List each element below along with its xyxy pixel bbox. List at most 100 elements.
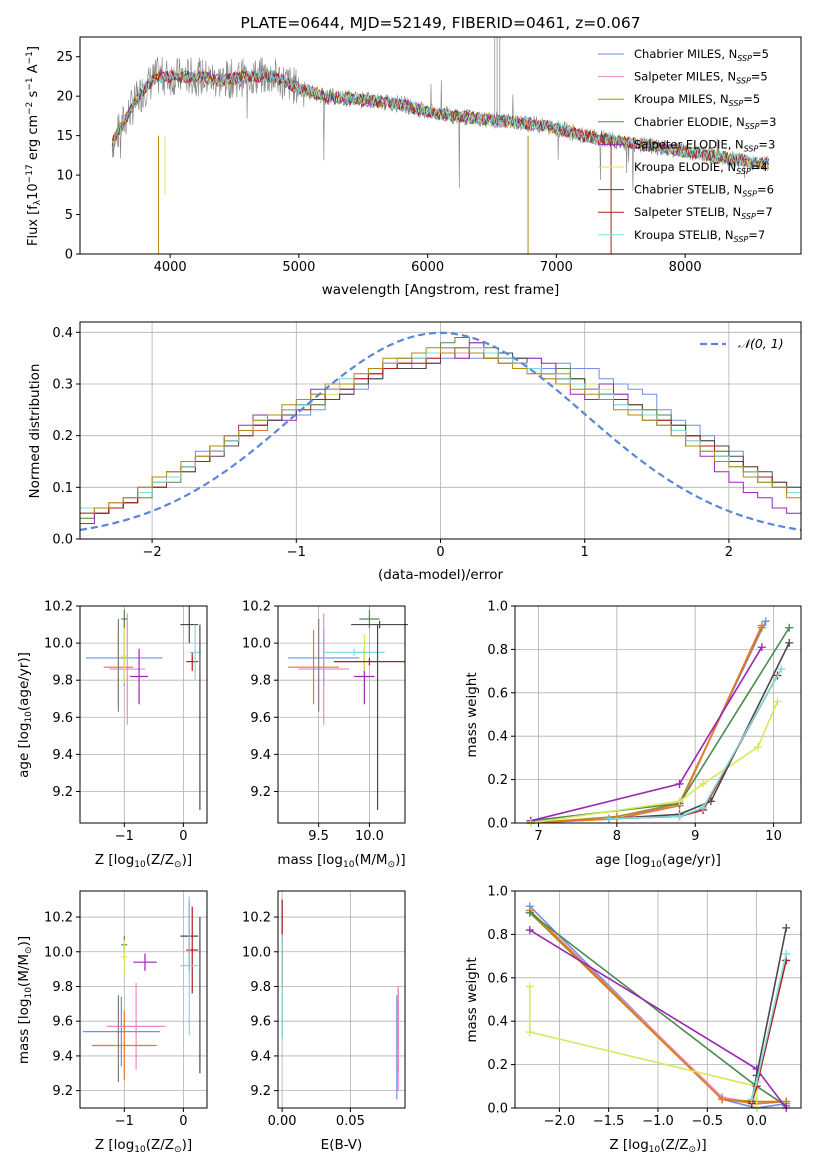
z-age-ylabel-sub: 10 xyxy=(24,711,34,723)
ebv-mass-ytick-label: 9.6 xyxy=(250,1015,271,1030)
weight-marker xyxy=(752,1077,761,1086)
z-weight-xtick-label: −1.5 xyxy=(593,1114,625,1129)
age-weight-ytick-label: 0.2 xyxy=(487,773,508,788)
z-age-xlabel-sub: 10 xyxy=(134,860,146,870)
spectrum-ytick-label: 0 xyxy=(65,248,73,263)
ebv-mass-xlabel: E(B-V) xyxy=(321,1137,363,1153)
z-age-xlabel: Z [log10(Z/Z⊙)] xyxy=(95,852,192,870)
legend-label: Salpeter ELODIE, N xyxy=(634,137,744,151)
z-mass-ylabel: mass [log10(M/M⊙)] xyxy=(16,936,34,1064)
legend-entry: Chabrier STELIB, NSSP=6 xyxy=(634,183,774,199)
legend-count: =7 xyxy=(756,205,773,219)
spectrum-xtick-label: 7000 xyxy=(540,260,573,275)
weight-line xyxy=(530,627,763,824)
z-age-xtick-label: −1 xyxy=(115,829,134,844)
z-mass-ytick-label: 9.6 xyxy=(52,1015,73,1030)
legend-entry: Kroupa STELIB, NSSP=7 xyxy=(634,228,765,244)
legend-sub: SSP xyxy=(734,235,749,244)
ebv-mass-ytick-label: 10.2 xyxy=(242,911,271,926)
residuals-ytick-label: 0.0 xyxy=(52,533,73,548)
weight-line xyxy=(608,642,790,820)
z-mass-frame xyxy=(79,890,208,1109)
z-age-ylabel-rest: (age/yr)] xyxy=(16,652,32,711)
z-weight-ytick-label: 0.4 xyxy=(487,1015,508,1030)
spectrum-frame xyxy=(79,36,802,255)
weight-marker xyxy=(773,697,782,706)
z-age-ytick-label: 9.8 xyxy=(52,674,73,689)
legend-label: Salpeter MILES, N xyxy=(634,70,736,84)
mass-age-xlabel-close: )] xyxy=(395,852,406,868)
mass-age-xlabel: mass [log10(M/M⊙)] xyxy=(277,852,405,870)
residuals-xlabel: (data-model)/error xyxy=(378,567,504,583)
residuals-xtick-label: −1 xyxy=(287,545,306,560)
legend-label: Chabrier STELIB, N xyxy=(634,183,742,197)
z-mass-ylabel-sun: ⊙ xyxy=(24,946,34,954)
z-mass-ytick-label: 10.2 xyxy=(44,911,73,926)
z-weight-xtick-label: −2.0 xyxy=(544,1114,576,1129)
residuals-xtick-label: 1 xyxy=(581,545,589,560)
spectrum-model-line xyxy=(111,69,770,168)
weight-line xyxy=(530,625,763,824)
residuals-ytick-label: 0.3 xyxy=(52,378,73,393)
ylabel-sup: −17 xyxy=(25,164,35,183)
mass-age-xlabel-sub: 10 xyxy=(343,860,355,870)
legend-count: =5 xyxy=(743,92,760,106)
z-weight-xlabel: Z [log10(Z/Z⊙)] xyxy=(609,1137,706,1155)
legend-entry: Kroupa ELODIE, NSSP=4 xyxy=(634,160,768,176)
spectrum-xtick-label: 8000 xyxy=(669,260,702,275)
residuals-ylabel: Normed distribution xyxy=(27,364,43,499)
z-age-frame xyxy=(79,605,208,824)
z-age-xlabel-main: Z [log xyxy=(95,852,134,868)
age-weight-xlabel-sub: 10 xyxy=(650,860,662,870)
z-mass-xlabel-sun: ⊙ xyxy=(174,1145,182,1155)
weight-marker xyxy=(747,1095,756,1104)
spectrum-xtick-label: 6000 xyxy=(411,260,444,275)
weight-marker xyxy=(785,623,794,632)
residual-histogram xyxy=(80,352,801,514)
legend-sub: SSP xyxy=(742,190,757,199)
ebv-mass-frame xyxy=(277,890,406,1109)
mass-age-frame xyxy=(277,605,406,824)
weight-marker xyxy=(699,803,708,812)
z-mass-ylabel-close: )] xyxy=(16,936,32,947)
residuals-ytick-label: 0.1 xyxy=(52,481,73,496)
legend-count: =6 xyxy=(757,183,774,197)
weight-line xyxy=(608,668,783,820)
z-age-xtick-label: 0 xyxy=(179,829,187,844)
weight-line xyxy=(529,909,787,1105)
z-mass-xtick-label: −1 xyxy=(115,1114,134,1129)
age-weight-ytick-label: 0.4 xyxy=(487,730,508,745)
weight-marker xyxy=(757,621,766,630)
ebv-mass-ytick-label: 10.0 xyxy=(242,945,271,960)
ebv-mass-ytick-label: 9.2 xyxy=(250,1084,271,1099)
spectrum-xtick-label: 4000 xyxy=(154,260,187,275)
z-weight-xtick-label: −0.5 xyxy=(692,1114,724,1129)
ylabel-part: erg cm xyxy=(26,115,41,164)
age-weight-xlabel: age [log10(age/yr)] xyxy=(595,852,721,870)
z-weight-xlabel-close: )] xyxy=(696,1137,707,1153)
legend-count: =3 xyxy=(760,115,777,129)
weight-line xyxy=(529,986,758,1108)
z-weight-xlabel-rest: (Z/Z xyxy=(660,1137,688,1153)
ylabel-sub: λ xyxy=(33,199,43,205)
ylabel-part: A xyxy=(26,64,41,77)
z-mass-ylabel-main: mass [log xyxy=(16,999,32,1065)
weight-marker xyxy=(718,1095,727,1104)
residual-histogram xyxy=(80,347,801,514)
weight-line xyxy=(608,675,779,820)
spectrum-ytick-label: 20 xyxy=(56,90,73,105)
z-weight-xtick-label: 0.0 xyxy=(746,1114,767,1129)
mass-age-xlabel-sun: ⊙ xyxy=(388,860,396,870)
z-mass-ytick-label: 10.0 xyxy=(44,945,73,960)
age-weight-ytick-label: 1.0 xyxy=(487,600,508,615)
age-weight-ylabel: mass weight xyxy=(464,672,480,757)
legend-entry: Salpeter ELODIE, NSSP=3 xyxy=(634,137,775,153)
ylabel-sup: −1 xyxy=(25,77,35,90)
weight-marker xyxy=(757,643,766,652)
weight-marker xyxy=(525,908,534,917)
gaussian-legend-label: 𝒩(0, 1) xyxy=(738,336,784,351)
ylabel-part: Flux [f xyxy=(26,205,41,246)
z-age-ylabel: age [log10(age/yr)] xyxy=(16,652,34,778)
z-weight-xlabel-sun: ⊙ xyxy=(689,1145,697,1155)
